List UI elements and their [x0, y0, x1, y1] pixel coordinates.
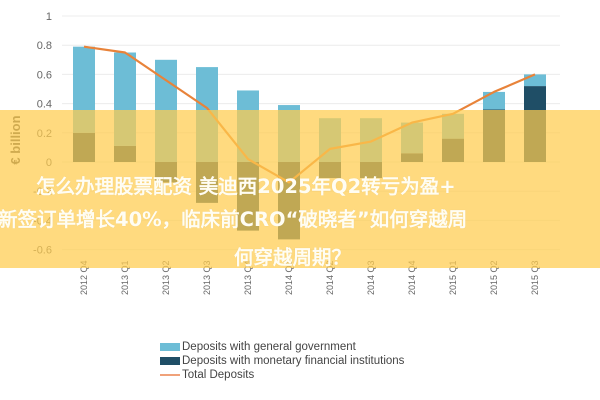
x-tick-label: 2015 Q1	[448, 261, 458, 296]
x-tick-label: 2015 Q2	[489, 261, 499, 296]
x-tick-label: 2012 Q4	[79, 261, 89, 296]
y-tick-label: 0.4	[37, 99, 52, 111]
x-tick-label: 2015 Q3	[530, 261, 540, 296]
legend-label: Total Deposits	[182, 369, 255, 381]
legend-swatch-total	[160, 374, 180, 376]
bar-general-government	[524, 74, 546, 87]
x-tick-label: 2013 Q1	[120, 261, 130, 296]
headline-line-1[interactable]: 怎么办理股票配资 美迪西2025年Q2转亏为盈+	[36, 175, 456, 198]
legend-item-monetary-financial-institutions: Deposits with monetary financial institu…	[160, 354, 404, 368]
legend-swatch-general-government	[160, 343, 180, 351]
x-tick-label: 2013 Q4	[243, 261, 253, 296]
legend: Deposits with general government Deposit…	[160, 340, 404, 382]
legend-swatch-mfi	[160, 357, 180, 365]
x-tick-label: 2013 Q3	[202, 261, 212, 296]
x-axis-ticks: 2012 Q4 2013 Q1 2013 Q2 2013 Q3 2013 Q4 2014 …	[79, 261, 540, 296]
x-tick-label: 2014 Q1	[284, 261, 294, 296]
x-tick-label: 2014 Q2	[325, 261, 335, 296]
x-tick-label: 2014 Q4	[407, 261, 417, 296]
y-tick-label: 0.8	[37, 40, 52, 52]
legend-item-total-deposits: Total Deposits	[160, 368, 404, 382]
legend-label: Deposits with monetary financial institu…	[182, 355, 405, 367]
x-tick-label: 2014 Q3	[366, 261, 376, 296]
bar-general-government	[483, 91, 505, 110]
y-tick-label: 1	[46, 11, 52, 23]
headline-line-2[interactable]: 新签订单增长40%，临床前CRO“破晓者”如何穿越周	[0, 208, 468, 231]
x-tick-label: 2013 Q2	[161, 261, 171, 296]
headline-line-3[interactable]: 何穿越周期？	[234, 246, 352, 269]
legend-item-general-government: Deposits with general government	[160, 340, 404, 354]
headline-banner[interactable]	[0, 110, 600, 268]
legend-label: Deposits with general government	[182, 341, 356, 353]
y-tick-label: 0.6	[37, 69, 52, 81]
